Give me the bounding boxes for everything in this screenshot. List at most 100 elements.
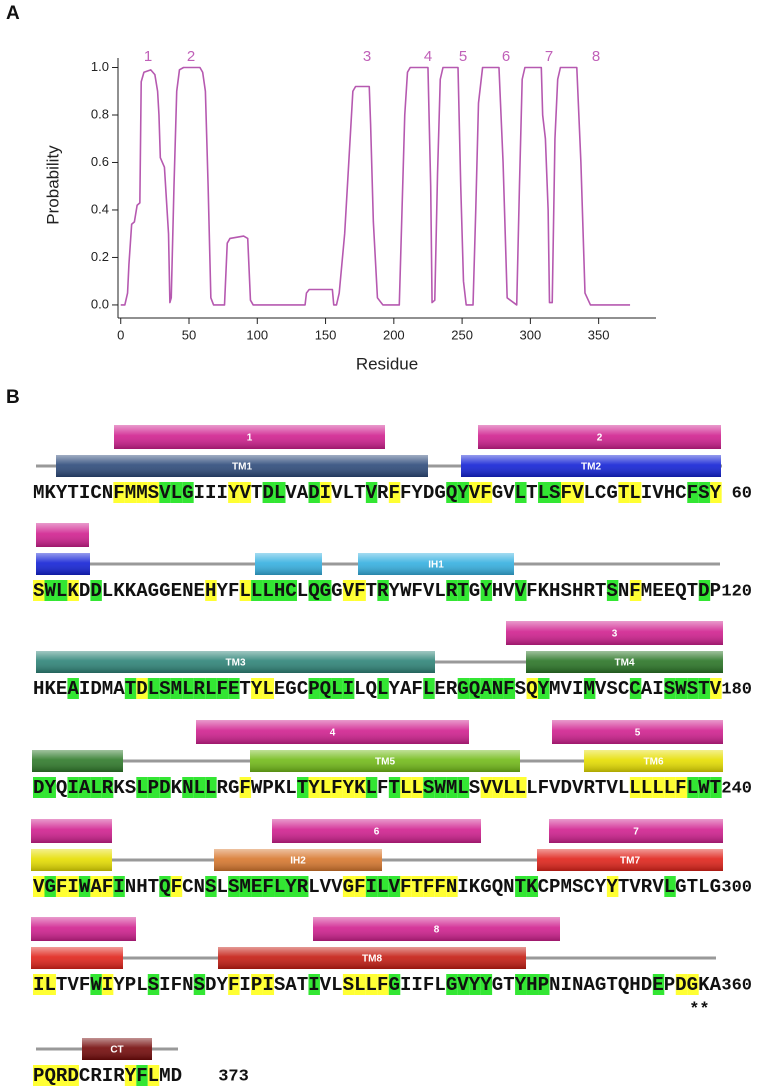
- conservation-highlight: [457, 777, 470, 798]
- conservation-highlight: [147, 974, 160, 995]
- bar-shine: [537, 849, 723, 871]
- x-tick-label: 150: [315, 327, 337, 342]
- peak-label: 1: [144, 48, 152, 65]
- bar-shine: [31, 849, 112, 871]
- conservation-highlight: [526, 678, 539, 699]
- x-tick-label: 100: [246, 327, 268, 342]
- conservation-highlight: [33, 876, 45, 897]
- conservation-highlight: [262, 678, 275, 699]
- conservation-highlight: [67, 678, 79, 699]
- conservation-highlight: [113, 876, 125, 897]
- conservation-highlight: [239, 482, 252, 503]
- x-tick-label: 50: [182, 327, 196, 342]
- conservation-highlight: [113, 482, 125, 503]
- bar-shine: [549, 819, 723, 843]
- x-tick-label: 300: [520, 327, 542, 342]
- bar-shine: [36, 523, 89, 547]
- conservation-highlight: [342, 678, 355, 699]
- segment-label: 2: [597, 433, 603, 444]
- conservation-highlight: [205, 580, 217, 601]
- residue-number: 60: [732, 484, 752, 503]
- conservation-highlight: [182, 678, 194, 699]
- residue-number: 373: [218, 1067, 249, 1086]
- bar-shine: [196, 720, 469, 744]
- conservation-highlight: [251, 876, 263, 897]
- bar-shine: [31, 917, 136, 941]
- conservation-highlight: [446, 777, 458, 798]
- conservation-highlight: [354, 580, 366, 601]
- conservation-highlight: [687, 482, 699, 503]
- conservation-highlight: [159, 482, 171, 503]
- bar-shine: [526, 651, 723, 673]
- conservation-highlight: [423, 777, 435, 798]
- bar-shine: [478, 425, 721, 449]
- conservation-highlight: [33, 1065, 45, 1086]
- bar-shine: [82, 1038, 152, 1060]
- conservation-highlight: [411, 777, 424, 798]
- segment-label: 4: [330, 728, 336, 739]
- conservation-highlight: [136, 1065, 148, 1086]
- peak-label: 8: [592, 48, 600, 65]
- conservation-highlight: [262, 482, 275, 503]
- conservation-highlight: [44, 777, 56, 798]
- bar-shine: [250, 750, 520, 772]
- conservation-highlight: [101, 974, 114, 995]
- conservation-highlight: [124, 482, 137, 503]
- conservation-highlight: [446, 876, 458, 897]
- panel-label: A: [6, 3, 20, 24]
- conservation-highlight: [319, 580, 332, 601]
- conservation-highlight: [492, 678, 504, 699]
- conservation-highlight: [698, 678, 711, 699]
- conservation-highlight: [698, 580, 711, 601]
- segment-label: 1: [247, 433, 253, 444]
- sequence-row: MKYTICNFMMSVLGIIIYVTDLVADIVLTVRFFYDGQYVF…: [33, 482, 722, 504]
- bar-shine: [31, 819, 112, 843]
- conservation-highlight: [228, 876, 240, 897]
- conservation-highlight: [365, 876, 378, 897]
- conservation-highlight: [480, 974, 493, 995]
- segment-label: 8: [434, 925, 440, 936]
- conservation-highlight: [515, 482, 527, 503]
- conservation-highlight: [182, 482, 194, 503]
- conservation-highlight: [606, 876, 619, 897]
- conservation-highlight: [170, 482, 183, 503]
- conservation-highlight: [446, 482, 458, 503]
- conservation-highlight: [274, 482, 286, 503]
- conservation-highlight: [365, 777, 378, 798]
- conservation-highlight: [503, 777, 516, 798]
- conservation-highlight: [308, 678, 320, 699]
- bar-shine: [358, 553, 514, 575]
- panel-label: B: [6, 387, 20, 408]
- conservation-highlight: [675, 777, 688, 798]
- conservation-highlight: [251, 678, 263, 699]
- segment-label: 3: [612, 629, 618, 640]
- conservation-highlight: [606, 580, 619, 601]
- conservation-highlight: [480, 580, 493, 601]
- conservation-highlight: [159, 876, 171, 897]
- panel-a: A Residue Probability 1 2 3 4 5 6 7 8 0 5…: [6, 3, 656, 373]
- conservation-highlight: [55, 580, 68, 601]
- conservation-highlight: [193, 974, 206, 995]
- conservation-highlight: [67, 580, 79, 601]
- conservation-highlight: [124, 678, 137, 699]
- conservation-highlight: [342, 974, 355, 995]
- conservation-highlight: [503, 678, 516, 699]
- bar-shine: [32, 750, 123, 772]
- conservation-highlight: [354, 876, 366, 897]
- conservation-highlight: [457, 580, 470, 601]
- conservation-highlight: [388, 777, 401, 798]
- domain-label: TM8: [362, 954, 382, 965]
- conservation-highlight: [44, 876, 56, 897]
- conservation-highlight: [33, 580, 45, 601]
- conservation-highlight: [560, 482, 573, 503]
- sequence-row: ILTVFWIYPLSIFNSDYFIPISATIVLSLLFGIIFLGVYY…: [33, 974, 722, 996]
- y-tick-label: 0.6: [91, 154, 109, 169]
- probability-line: [120, 66, 631, 306]
- conservation-highlight: [101, 777, 114, 798]
- bar-shine: [255, 553, 322, 575]
- conservation-highlight: [251, 974, 263, 995]
- conservation-highlight: [308, 580, 320, 601]
- x-tick-label: 350: [588, 327, 610, 342]
- conservation-highlight: [205, 876, 217, 897]
